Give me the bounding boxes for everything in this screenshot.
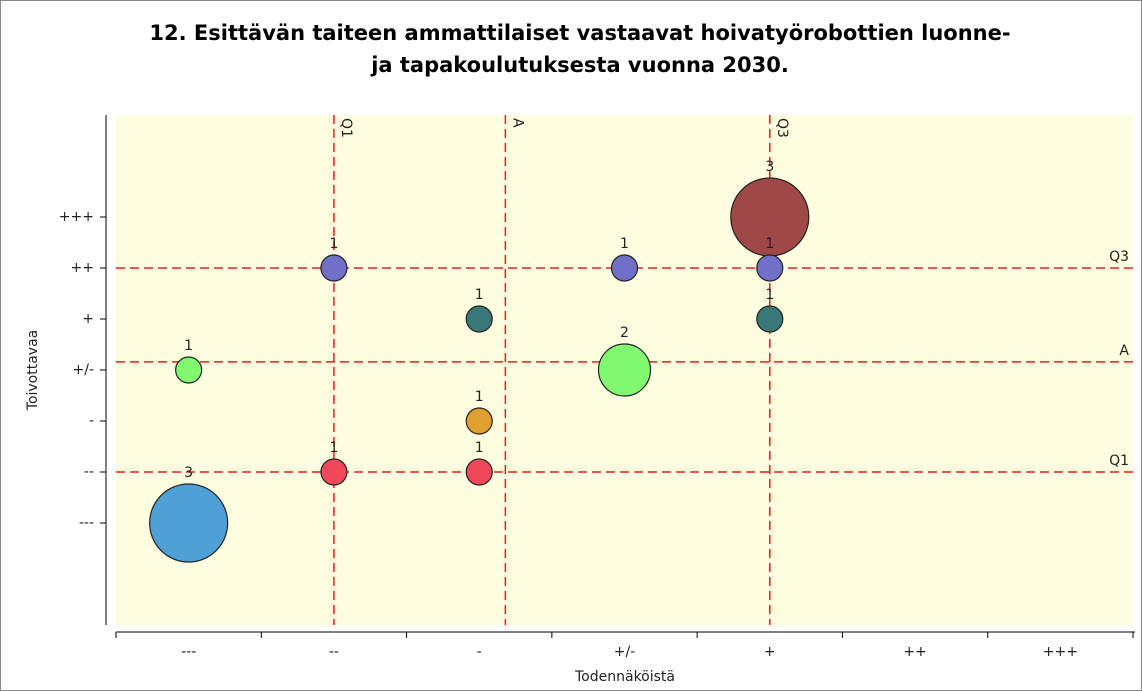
y-tick-label: ++ xyxy=(71,260,94,276)
y-tick-label: +/- xyxy=(73,362,95,378)
bubble xyxy=(465,407,493,435)
bubble xyxy=(320,458,348,486)
y-tick-label: - xyxy=(89,413,94,429)
data-label: 3 xyxy=(765,159,774,175)
reference-label: A xyxy=(509,118,525,128)
data-label: 1 xyxy=(475,287,484,303)
data-label: 1 xyxy=(329,440,338,456)
data-label: 3 xyxy=(184,465,193,481)
bubble xyxy=(175,356,203,384)
bubble xyxy=(610,254,639,282)
y-tick-label: --- xyxy=(79,515,94,531)
bubble xyxy=(465,458,493,486)
x-tick-label: + xyxy=(764,644,776,660)
data-label: 1 xyxy=(765,287,774,303)
data-label: 1 xyxy=(329,236,338,252)
y-tick-label: -- xyxy=(84,464,94,480)
chart-title: 12. Esittävän taiteen ammattilaiset vast… xyxy=(149,21,1010,45)
bubble xyxy=(149,483,229,563)
chart-title: ja tapakoulutuksesta vuonna 2030. xyxy=(370,53,789,77)
x-axis-label: Todennäköistä xyxy=(574,669,675,685)
reference-label: Q3 xyxy=(1109,249,1129,265)
data-label: 1 xyxy=(475,389,484,405)
y-axis-label: Toivottavaa xyxy=(25,330,41,411)
reference-label: Q1 xyxy=(338,118,354,138)
bubble xyxy=(320,254,348,282)
x-tick-label: +/- xyxy=(614,644,636,660)
x-tick-label: - xyxy=(477,644,482,660)
data-label: 1 xyxy=(765,236,774,252)
bubble xyxy=(756,254,784,282)
x-tick-label: +++ xyxy=(1043,644,1078,660)
x-tick-label: -- xyxy=(329,644,339,660)
bubble xyxy=(756,305,784,333)
reference-label: Q3 xyxy=(774,118,790,138)
data-label: 1 xyxy=(184,338,193,354)
x-tick-label: ++ xyxy=(903,644,926,660)
bubble xyxy=(597,343,652,397)
data-label: 1 xyxy=(475,440,484,456)
x-tick-label: --- xyxy=(181,644,196,660)
bubble xyxy=(465,305,493,333)
data-label: 1 xyxy=(620,236,629,252)
data-label: 2 xyxy=(620,325,629,341)
y-tick-label: + xyxy=(82,311,94,327)
reference-label: A xyxy=(1119,343,1129,359)
y-tick-label: +++ xyxy=(59,209,94,225)
reference-label: Q1 xyxy=(1109,453,1129,469)
